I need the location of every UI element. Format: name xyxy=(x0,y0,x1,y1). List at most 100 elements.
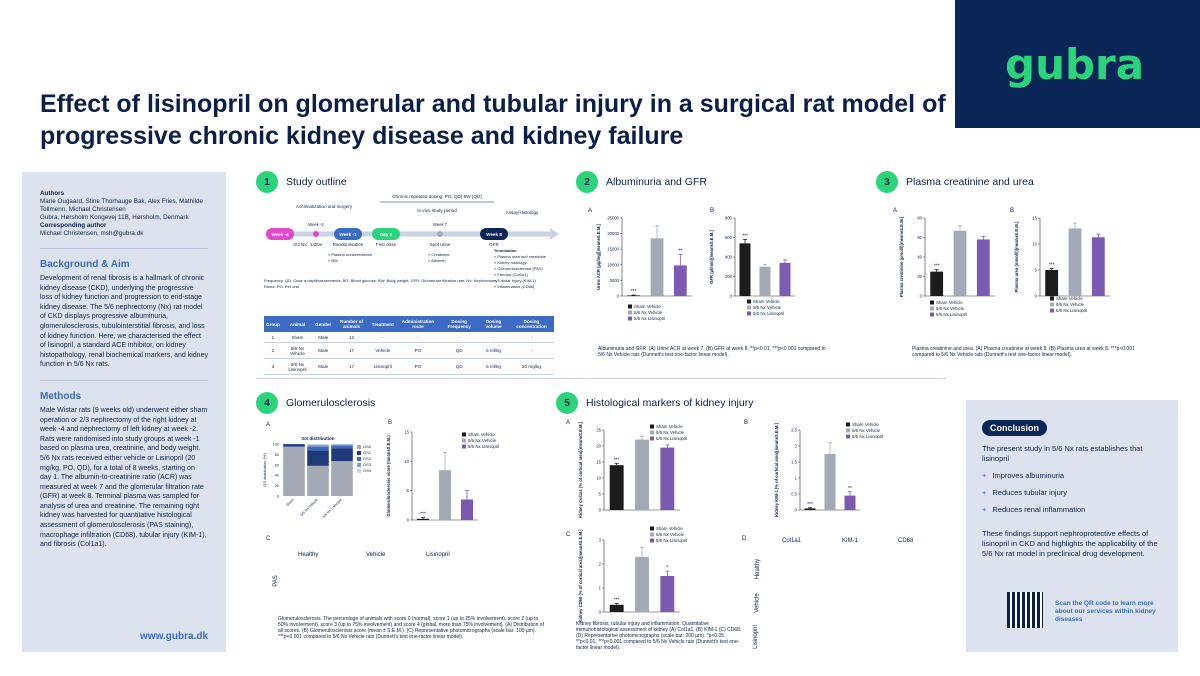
section-4-header: 4 Glomerulosclerosis xyxy=(256,392,375,414)
timeline-item: » Plasma urea/creatinine xyxy=(328,252,373,257)
bar xyxy=(739,243,751,296)
bar xyxy=(635,439,649,510)
legend-swatch xyxy=(650,532,654,537)
y-tick-label: 15 xyxy=(404,430,409,435)
y-axis-label: GS distribution (%) xyxy=(262,453,267,487)
y-tick-label: 20 xyxy=(275,484,279,488)
significance-label: *** xyxy=(742,233,748,239)
section-5-header: 5 Histological markers of kidney injury xyxy=(556,392,753,414)
panel-letter: C xyxy=(566,532,571,538)
section-title: Study outline xyxy=(286,176,347,188)
significance-label: *** xyxy=(420,512,426,518)
chart-A2: A 0 5000 10000 15000 20000 25000 Urine ACR (µg/… xyxy=(588,208,692,321)
conclusion-intro: The present study in 5/6 Nx rats establi… xyxy=(982,444,1143,463)
week-sub-label: First dose xyxy=(376,242,397,247)
week-node xyxy=(372,228,400,240)
table-header-cell: Number of animals xyxy=(333,316,370,332)
y-tick-label: 0 xyxy=(277,495,279,499)
section-title: Glomerulosclerosis xyxy=(286,397,376,409)
bar xyxy=(953,230,967,296)
y-axis-label: Kidney Col1a1 (% of cortical area)[mean±… xyxy=(578,421,583,518)
legend-label: 5/6 Nx Lisinopril xyxy=(852,434,883,439)
stacked-bar-segment xyxy=(283,446,305,496)
photo-row-label: PAS xyxy=(272,575,279,587)
table-row: 3 5/6 Nx Lisinopril Male 17 Lisinopril PO QD 5 … xyxy=(264,358,554,375)
legend-swatch xyxy=(650,430,654,435)
chart-A5: A 0 5 10 15 20 25 Kidney Col1a1 (% of cortical … xyxy=(566,420,687,518)
bar xyxy=(609,604,624,612)
y-axis-label: Kidney CD68 (% of cortical area)[mean±S.… xyxy=(578,529,583,623)
week-sub-label: Spot urine xyxy=(430,242,451,247)
photo-row-label: Healthy xyxy=(755,558,762,580)
table-cell: - xyxy=(369,332,396,343)
legend-label: Sham Vehicle xyxy=(656,526,683,531)
sidebar: Authors Marie Ougaard, Stine Thorhauge B… xyxy=(22,172,226,652)
study-design-table: Group Animal Gender Number of animals Treatm… xyxy=(264,316,554,375)
panel-letter: A xyxy=(893,208,897,214)
bar xyxy=(460,499,474,520)
table-cell: 5 ml/kg xyxy=(478,358,509,375)
y-tick-label: 25 xyxy=(596,428,601,433)
table-cell: 1 xyxy=(264,332,282,343)
caption-glomerulosclerosis: Glomerulosclerosis. The percentage of an… xyxy=(278,616,544,640)
chart-C5: C 0 1 2 3 Kidney CD68 (% of cortical area)[me… xyxy=(566,526,687,623)
section-number: 2 xyxy=(576,171,598,193)
legend-label: 5/6 Nx Lisinopril xyxy=(634,316,665,321)
caption-histology: Kidney fibrosis, tubular injury and infl… xyxy=(576,621,742,651)
section-number: 5 xyxy=(556,392,578,414)
website-link[interactable]: www.gubra.dk xyxy=(140,631,208,642)
legend-label: GS3 xyxy=(363,462,372,467)
y-tick-label: 15000 xyxy=(607,247,619,252)
bar xyxy=(660,447,675,510)
legend-label: GS0 xyxy=(363,444,372,449)
photo-col-label: KIM-1 xyxy=(842,538,859,544)
bar xyxy=(824,454,836,510)
study-timeline: Week -4 2/3 Nx Week -2 1/3Nx Week -1 Randomis… xyxy=(264,194,559,289)
legend-swatch xyxy=(357,451,361,455)
y-tick-label: 10 xyxy=(404,459,409,464)
legend-label: Sham Vehicle xyxy=(753,299,780,304)
logo-banner xyxy=(955,0,1200,128)
section-title: Albuminuria and GFR xyxy=(606,176,707,188)
legend-swatch xyxy=(930,300,934,305)
table-cell: Male xyxy=(313,332,334,343)
table-cell: 17 xyxy=(333,342,370,359)
y-tick-label: 10 xyxy=(596,476,601,481)
qr-code-icon[interactable] xyxy=(1007,592,1043,628)
panel-letter: B xyxy=(1010,208,1014,214)
legend-label: Sham Vehicle xyxy=(656,424,683,429)
legend-label: GS4 xyxy=(363,468,372,473)
stacked-bar-segment xyxy=(307,444,329,446)
legend-label: 5/6 Nx Lisinopril xyxy=(1056,308,1087,313)
assay-label: Assay/Histology xyxy=(506,210,539,215)
legend-swatch xyxy=(1050,296,1054,301)
conclusion-list: + Improves albuminuria + Reduces tubular i… xyxy=(982,471,1162,515)
legend-swatch xyxy=(747,311,751,316)
methods-heading: Methods xyxy=(40,390,82,402)
panel-letter: A xyxy=(266,422,270,428)
table-cell: PO xyxy=(395,358,441,375)
photo-col-label: Vehicle xyxy=(366,552,386,558)
qr-text: Scan the QR code to learn more about our… xyxy=(1055,600,1156,623)
bar xyxy=(976,239,990,296)
significance-label: * xyxy=(666,565,668,571)
legend-swatch xyxy=(650,424,654,429)
table-header-cell: Dosing Frequency xyxy=(440,316,479,332)
timeline-item: » Fibrosis (Col1a1) xyxy=(494,272,528,277)
y-tick-label: 15 xyxy=(1032,216,1037,221)
significance-label: *** xyxy=(807,502,813,508)
timeline-item: » Glomerulosclerosis (PAS) xyxy=(494,266,543,271)
table-cell: - xyxy=(508,342,554,359)
y-tick-label: 2.5 xyxy=(791,428,797,433)
week-label: Week 8 xyxy=(486,232,502,237)
bar xyxy=(779,262,791,296)
y-tick-label: 3 xyxy=(599,538,602,543)
table-header-cell: Group xyxy=(264,316,282,332)
background-heading: Background & Aim xyxy=(40,259,130,270)
stacked-bar-segment xyxy=(283,444,305,445)
table-cell: 20 mg/kg xyxy=(508,358,554,375)
chart-B2: B 0 200 400 600 800 GFR (µl/min)[mean±S.E.M.] *… xyxy=(709,208,795,316)
